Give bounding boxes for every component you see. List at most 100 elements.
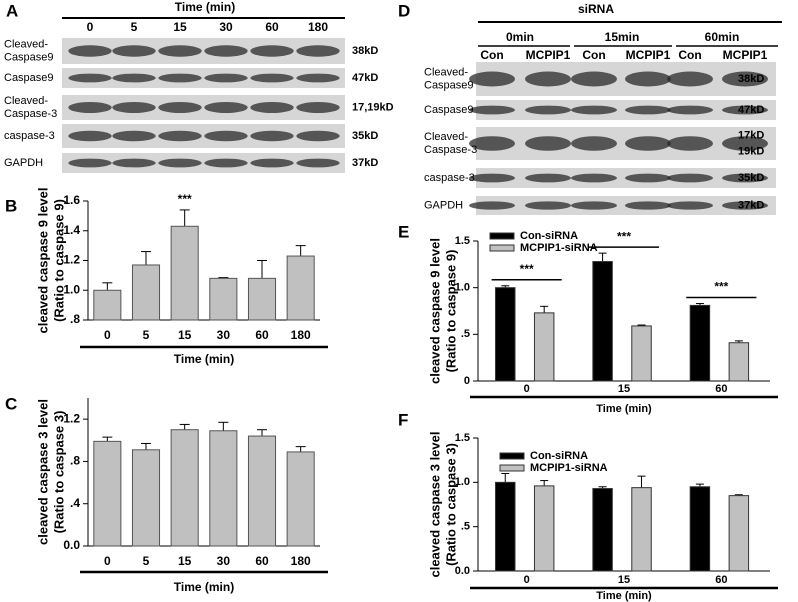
x-tick-label: 0 <box>104 328 111 342</box>
significance: *** <box>714 280 728 294</box>
blot-band <box>667 201 713 210</box>
x-tick-label: 5 <box>143 554 150 568</box>
blot-band <box>722 105 768 115</box>
blot-band <box>525 201 571 210</box>
y-tick-label: 0.0 <box>455 565 470 577</box>
blot-band <box>204 73 248 83</box>
blot-band <box>525 173 571 183</box>
blot-size-label: 38kD <box>738 73 764 85</box>
y-tick-label: 1.2 <box>63 411 80 425</box>
x-axis-label: Time (min) <box>174 580 234 594</box>
lane-label: 180 <box>308 20 328 34</box>
bar <box>495 481 516 572</box>
legend-label: MCPIP1-siRNA <box>520 242 598 254</box>
blot-band <box>68 73 112 83</box>
x-tick-label: 30 <box>217 554 231 568</box>
lane-label: 30 <box>219 20 233 34</box>
blot-row-label: Caspase9 <box>4 51 54 63</box>
panel-label: D <box>398 1 410 20</box>
blot-axis-label: Time (min) <box>175 0 235 14</box>
blot-band <box>112 102 156 113</box>
blot-row-label: Cleaved- <box>4 38 48 50</box>
bar <box>689 304 711 382</box>
group-label: 15min <box>605 30 640 44</box>
x-tick-label: 180 <box>291 554 311 568</box>
bar <box>631 325 652 382</box>
blot-band <box>204 45 248 57</box>
lane-label: MCPIP1 <box>526 48 571 62</box>
blot-band <box>204 158 248 168</box>
x-axis-label: Time (min) <box>596 590 652 602</box>
blot-band <box>667 105 713 115</box>
significance: *** <box>178 192 192 206</box>
bar <box>93 440 122 547</box>
blot-band <box>722 71 768 87</box>
lane-label: 0 <box>87 20 94 34</box>
blot-row-label: Caspase-3 <box>4 108 57 120</box>
blot-band <box>204 130 248 142</box>
y-tick-label: 1.0 <box>455 282 470 294</box>
blot-band <box>296 130 340 142</box>
blot-band <box>250 158 294 168</box>
blot-row-label: caspase-3 <box>424 172 475 184</box>
legend-swatch <box>499 464 525 472</box>
legend-swatch <box>489 232 515 240</box>
blot-band <box>469 71 515 87</box>
blot-row-label: GAPDH <box>424 199 463 211</box>
x-tick-label: 0 <box>524 574 530 586</box>
y-tick-label: .5 <box>461 521 470 533</box>
panel-label: C <box>5 394 17 413</box>
y-axis-label: (Ratio to caspase 9) <box>443 250 458 373</box>
bar <box>728 342 750 382</box>
y-tick-label: 1.6 <box>63 193 80 207</box>
x-tick-label: 5 <box>143 328 150 342</box>
x-tick-label: 60 <box>715 574 727 586</box>
x-axis-label: Time (min) <box>596 403 652 415</box>
blot-band <box>112 73 156 83</box>
blot-band <box>571 201 617 210</box>
blot-band <box>625 105 671 115</box>
blot-band <box>571 173 617 183</box>
x-tick-label: 15 <box>178 328 192 342</box>
lane-label: Con <box>480 48 503 62</box>
y-tick-label: 1.4 <box>63 223 80 237</box>
y-tick-label: .8 <box>70 312 80 326</box>
bar <box>728 495 750 572</box>
blot-band <box>158 130 202 142</box>
blot-band <box>250 130 294 142</box>
bar <box>170 225 199 321</box>
blot-band <box>158 45 202 57</box>
blot-band <box>68 130 112 142</box>
blot-band <box>525 105 571 115</box>
y-axis-label: cleaved caspase 3 level <box>35 399 50 545</box>
y-axis-label: cleaved caspase 9 level <box>35 187 50 333</box>
lane-label: 15 <box>173 20 187 34</box>
legend-label: MCPIP1-siRNA <box>530 462 608 474</box>
blot-band <box>296 102 340 113</box>
blot-band <box>722 201 768 210</box>
blot-band <box>571 105 617 115</box>
x-tick-label: 0 <box>104 554 111 568</box>
lane-label: 60 <box>265 20 279 34</box>
y-tick-label: 1.2 <box>63 253 80 267</box>
panel-label: B <box>5 196 17 215</box>
bar <box>533 485 555 572</box>
blot-band <box>469 136 515 151</box>
blot-row-label: Caspase-3 <box>424 144 477 156</box>
panel-label: F <box>398 410 408 429</box>
x-tick-label: 30 <box>217 328 231 342</box>
panel-label: A <box>6 1 18 20</box>
significance: *** <box>617 229 631 243</box>
lane-label: 5 <box>131 20 138 34</box>
blot-band <box>112 158 156 168</box>
blot-size-label: 37kD <box>352 157 378 169</box>
y-tick-label: .5 <box>461 328 470 340</box>
blot-band <box>250 102 294 113</box>
bar <box>286 451 315 547</box>
blot-band <box>667 136 713 151</box>
blot-band <box>469 201 515 210</box>
x-tick-label: 180 <box>291 328 311 342</box>
blot-size-label: 47kD <box>738 104 764 116</box>
